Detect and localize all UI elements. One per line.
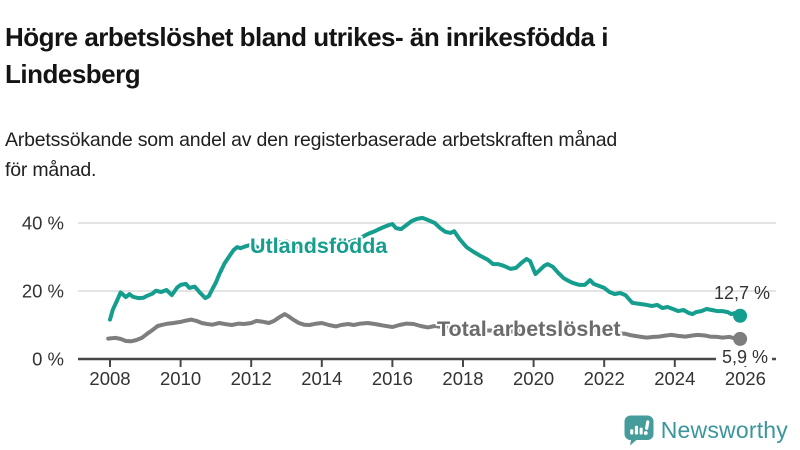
- x-ticks: [109, 360, 747, 367]
- x-tick-label-2014: 2014: [301, 368, 342, 389]
- x-tick-label-2018: 2018: [442, 368, 483, 389]
- series-total-endpoint: [733, 331, 748, 346]
- bar-chart-glyph: [629, 425, 643, 434]
- gridlines: [78, 222, 776, 292]
- y-axis-labels: 0 % 20 % 40 %: [22, 213, 64, 370]
- title-line-1: Högre arbetslöshet bland utrikes- än inr…: [5, 22, 608, 53]
- x-tick-label-2016: 2016: [372, 368, 413, 389]
- chart-subtitle: Arbetssökande som andel av den registerb…: [5, 125, 795, 185]
- series-utlandsfodda-label: Utlandsfödda: [250, 234, 388, 258]
- x-tick-label-2012: 2012: [231, 368, 272, 389]
- y-tick-label-20: 20 %: [22, 281, 64, 302]
- newsworthy-icon: [624, 415, 654, 445]
- line-chart-area: 0 % 20 % 40 % 2008 2010 2012 2014 2016 2018 2020…: [0, 170, 800, 420]
- title-line-2: Lindesberg: [5, 59, 141, 90]
- x-tick-label-2026: 2026: [725, 368, 766, 389]
- exclamation-glyph: [643, 419, 650, 435]
- x-tick-label-2010: 2010: [160, 368, 201, 389]
- page-title: Högre arbetslöshet bland utrikes- än inr…: [5, 19, 797, 93]
- x-tick-label-2024: 2024: [654, 368, 695, 389]
- newsworthy-wordmark: Newsworthy: [660, 416, 788, 443]
- speech-bubble-shape: [624, 415, 654, 445]
- newsworthy-logo[interactable]: Newsworthy: [624, 413, 788, 447]
- y-tick-label-40: 40 %: [22, 213, 64, 234]
- x-axis-labels: 2008 2010 2012 2014 2016 2018 2020 2022 2024 2026: [89, 368, 766, 389]
- end-value-total: 5,9 %: [722, 347, 768, 367]
- x-tick-label-2022: 2022: [584, 368, 625, 389]
- subtitle-line-1: Arbetssökande som andel av den registerb…: [5, 128, 618, 151]
- subtitle-line-2: för månad.: [5, 158, 97, 181]
- end-value-utlandsfodda: 12,7 %: [714, 283, 770, 303]
- x-tick-label-2008: 2008: [89, 368, 130, 389]
- series-utlandsfodda-endpoint: [733, 308, 748, 323]
- series-total-label: Total arbetslöshet: [437, 317, 621, 341]
- line-chart: 0 % 20 % 40 % 2008 2010 2012 2014 2016 2018 2020…: [22, 213, 776, 389]
- series-total-line: [106, 312, 743, 344]
- x-tick-label-2020: 2020: [513, 368, 554, 389]
- end-value-total-bg: [716, 348, 772, 366]
- y-tick-label-0: 0 %: [32, 349, 64, 370]
- series-utlandsfodda-line: [108, 215, 743, 322]
